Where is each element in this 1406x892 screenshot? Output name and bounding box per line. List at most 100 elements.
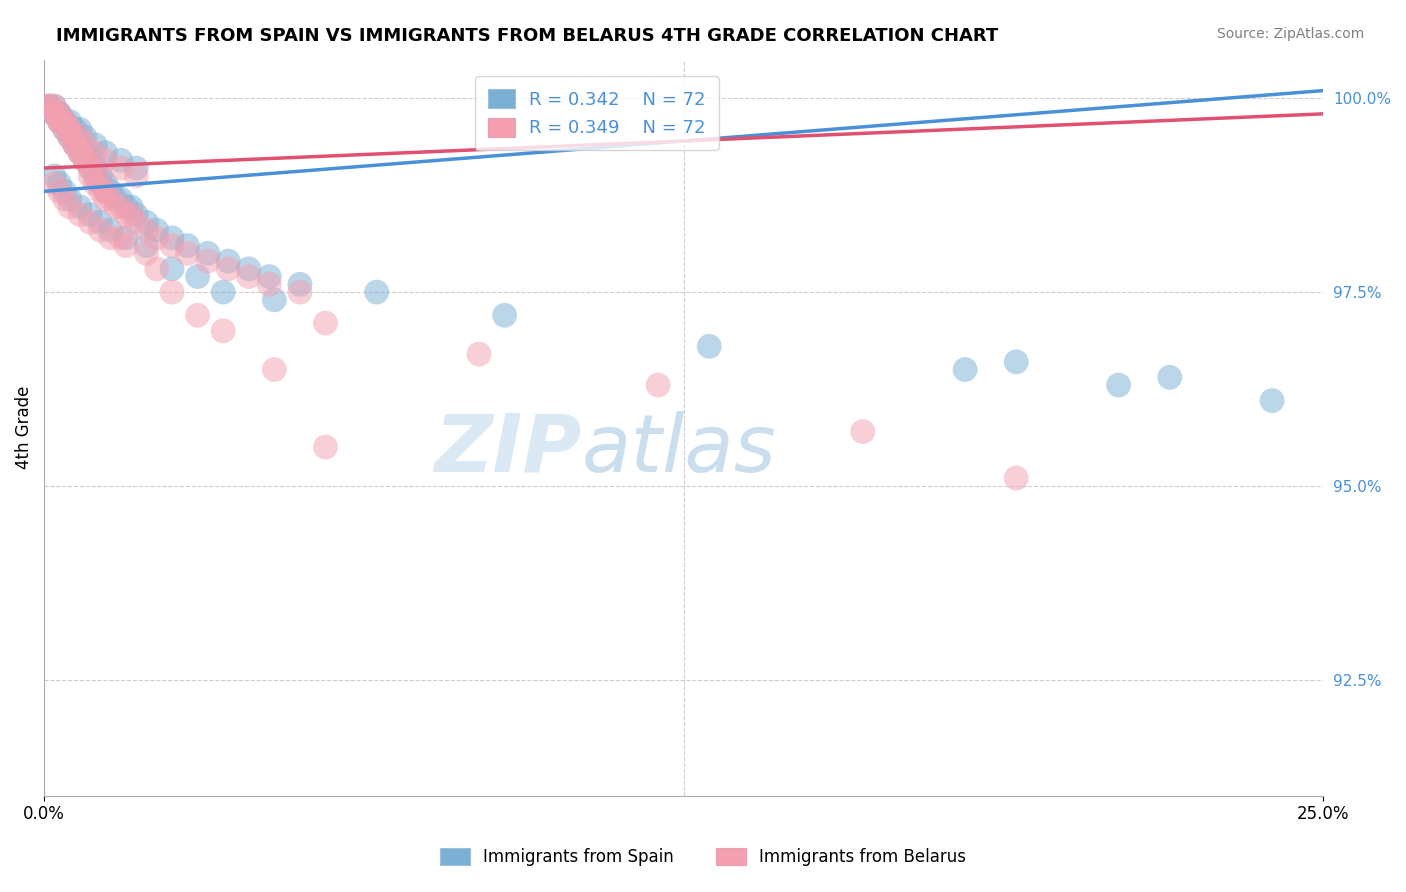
Point [94, 145, 117, 160]
Text: atlas: atlas [581, 410, 776, 489]
Point [125, 215, 148, 229]
Point [217, 254, 239, 268]
Point [53, 114, 76, 128]
Point [238, 269, 260, 284]
Point [38, 99, 60, 113]
Point [69, 122, 91, 136]
Point [73, 145, 96, 160]
Point [197, 246, 219, 260]
Y-axis label: 4th Grade: 4th Grade [15, 386, 32, 469]
Point [53, 114, 76, 128]
Point [110, 231, 132, 245]
Point [1261, 393, 1284, 408]
Point [69, 200, 91, 214]
Point [53, 122, 76, 136]
Point [44, 99, 66, 113]
Point [125, 208, 148, 222]
Point [53, 192, 76, 206]
Point [48, 107, 70, 121]
Point [69, 137, 91, 152]
Point [69, 145, 91, 160]
Point [104, 200, 127, 214]
Point [48, 114, 70, 128]
Point [79, 215, 101, 229]
Legend: Immigrants from Spain, Immigrants from Belarus: Immigrants from Spain, Immigrants from B… [426, 834, 980, 880]
Point [120, 208, 142, 222]
Point [100, 231, 122, 245]
Point [135, 215, 157, 229]
Point [59, 192, 82, 206]
Point [48, 107, 70, 121]
Text: IMMIGRANTS FROM SPAIN VS IMMIGRANTS FROM BELARUS 4TH GRADE CORRELATION CHART: IMMIGRANTS FROM SPAIN VS IMMIGRANTS FROM… [56, 27, 998, 45]
Point [160, 261, 183, 276]
Point [84, 145, 107, 160]
Point [94, 192, 117, 206]
Point [84, 161, 107, 175]
Point [59, 200, 82, 214]
Point [69, 208, 91, 222]
Point [44, 169, 66, 183]
Point [852, 425, 875, 439]
Point [135, 223, 157, 237]
Point [94, 184, 117, 198]
Point [257, 269, 280, 284]
Point [79, 153, 101, 168]
Point [315, 316, 337, 330]
Point [104, 192, 127, 206]
Point [69, 145, 91, 160]
Point [89, 177, 111, 191]
Point [468, 347, 491, 361]
Point [176, 238, 198, 252]
Point [176, 246, 198, 260]
Point [1159, 370, 1181, 384]
Point [187, 269, 209, 284]
Point [160, 231, 183, 245]
Point [53, 122, 76, 136]
Point [187, 308, 209, 322]
Point [697, 339, 720, 353]
Point [38, 99, 60, 113]
Point [89, 177, 111, 191]
Point [135, 238, 157, 252]
Point [59, 130, 82, 145]
Point [59, 122, 82, 136]
Point [53, 184, 76, 198]
Point [38, 99, 60, 113]
Point [53, 114, 76, 128]
Point [44, 107, 66, 121]
Point [73, 153, 96, 168]
Point [38, 99, 60, 113]
Point [110, 153, 132, 168]
Point [120, 200, 142, 214]
Point [73, 153, 96, 168]
Point [63, 137, 86, 152]
Point [288, 277, 311, 292]
Point [366, 285, 388, 299]
Point [89, 215, 111, 229]
Point [53, 114, 76, 128]
Point [160, 285, 183, 299]
Text: Source: ZipAtlas.com: Source: ZipAtlas.com [1216, 27, 1364, 41]
Point [48, 114, 70, 128]
Point [100, 192, 122, 206]
Point [288, 285, 311, 299]
Point [44, 107, 66, 121]
Point [315, 440, 337, 454]
Point [48, 177, 70, 191]
Point [263, 362, 285, 376]
Point [84, 137, 107, 152]
Point [257, 277, 280, 292]
Point [212, 324, 235, 338]
Point [1108, 378, 1130, 392]
Point [115, 238, 138, 252]
Point [59, 130, 82, 145]
Point [44, 107, 66, 121]
Point [63, 137, 86, 152]
Point [94, 184, 117, 198]
Point [59, 122, 82, 136]
Point [69, 130, 91, 145]
Point [110, 200, 132, 214]
Point [115, 200, 138, 214]
Point [48, 107, 70, 121]
Point [217, 261, 239, 276]
